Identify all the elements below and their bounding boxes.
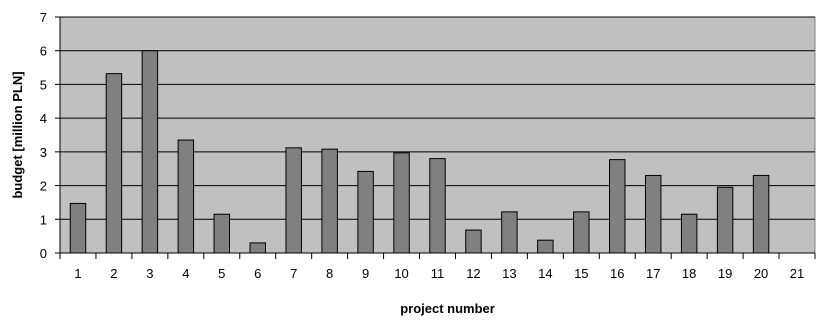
x-tick-label: 20 — [754, 266, 768, 281]
bar-project-12 — [465, 229, 482, 254]
bar-project-6 — [249, 242, 266, 254]
x-tick-label: 7 — [290, 266, 297, 281]
bar-project-3 — [141, 50, 159, 254]
bar-project-8 — [321, 148, 338, 254]
bar-project-9 — [357, 170, 374, 254]
x-tick-label: 5 — [218, 266, 225, 281]
x-tick-label: 13 — [502, 266, 516, 281]
y-tick-labels: 0 1 2 3 4 5 6 7 — [40, 10, 47, 261]
bar-project-4 — [177, 139, 195, 254]
x-tick-label: 8 — [326, 266, 333, 281]
x-tick-label: 4 — [182, 266, 189, 281]
x-tick-label: 6 — [254, 266, 261, 281]
y-tick-label: 4 — [40, 111, 47, 126]
axes — [55, 16, 816, 259]
y-tick-label: 6 — [40, 44, 47, 59]
y-tick-label: 3 — [40, 145, 47, 160]
bar-project-15 — [573, 211, 590, 254]
bar-project-19 — [716, 186, 734, 254]
x-tick-label: 10 — [394, 266, 408, 281]
x-axis-title: project number — [400, 301, 495, 316]
bar-project-18 — [680, 213, 698, 254]
y-tick-label: 5 — [40, 77, 47, 92]
x-tick-label: 16 — [610, 266, 624, 281]
y-tick-label: 2 — [40, 179, 47, 194]
x-tick-label: 19 — [718, 266, 732, 281]
x-tick-label: 12 — [466, 266, 480, 281]
bar-project-11 — [429, 158, 446, 254]
x-tick-label: 18 — [682, 266, 696, 281]
y-tick-label: 1 — [40, 212, 47, 227]
bar-project-1 — [69, 202, 87, 254]
x-tick-label: 14 — [538, 266, 552, 281]
bar-project-17 — [644, 174, 662, 254]
x-tick-label: 3 — [146, 266, 153, 281]
x-tick-label: 21 — [790, 266, 804, 281]
bar-project-14 — [537, 239, 554, 254]
bar-project-16 — [609, 159, 626, 254]
x-tick-label: 2 — [110, 266, 117, 281]
x-tick-labels: 1 2 3 4 5 6 7 8 9 10 11 12 13 14 15 16 17 18 19 20 21 — [74, 266, 804, 281]
x-tick-label: 9 — [362, 266, 369, 281]
y-tick-label: 7 — [40, 10, 47, 25]
x-tick-label: 1 — [74, 266, 81, 281]
bar-project-10 — [393, 152, 410, 254]
x-tick-label: 17 — [646, 266, 660, 281]
bars — [69, 50, 770, 254]
bar-project-7 — [285, 147, 302, 254]
bar-project-5 — [213, 213, 231, 254]
y-tick-label: 0 — [40, 246, 47, 261]
y-axis-title: budget [million PLN] — [10, 71, 25, 198]
x-tick-label: 11 — [431, 266, 445, 281]
bar-project-13 — [501, 211, 518, 254]
bar-project-20 — [752, 174, 770, 254]
x-tick-label: 15 — [574, 266, 588, 281]
bar-project-2 — [105, 73, 123, 254]
